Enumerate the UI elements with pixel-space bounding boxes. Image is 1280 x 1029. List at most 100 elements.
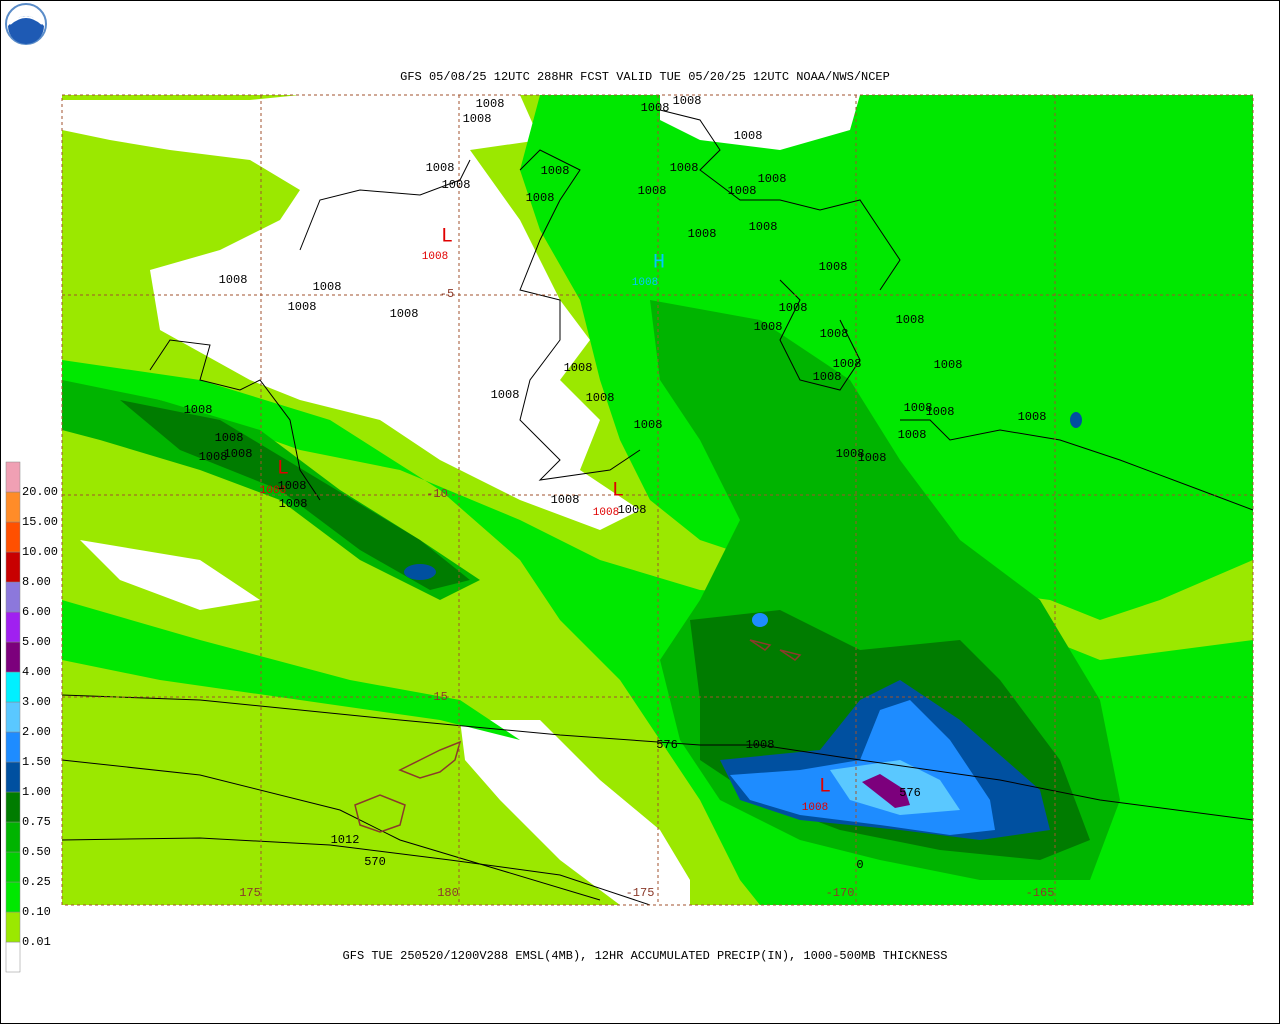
legend-swatch	[5, 551, 21, 583]
contour-label: 1008	[476, 97, 505, 111]
contour-label: 1008	[634, 418, 663, 432]
noaa-logo	[5, 3, 47, 45]
contour-label: 1008	[896, 313, 925, 327]
contour-label: 0	[856, 858, 863, 872]
isobars	[61, 109, 1254, 906]
contour-label: 1008	[313, 280, 342, 294]
legend-swatch	[5, 881, 21, 913]
legend-label: 0.50	[22, 845, 51, 859]
legend-label: 5.00	[22, 635, 51, 649]
contour-label: 1008	[754, 320, 783, 334]
lat-label: -15	[426, 690, 448, 704]
legend-label: 15.00	[22, 515, 58, 529]
center-symbol: L	[612, 479, 624, 502]
center-symbol: L	[441, 225, 453, 248]
map-caption: GFS TUE 250520/1200V288 EMSL(4MB), 12HR …	[343, 949, 948, 963]
contour-label: 1008	[688, 227, 717, 241]
contour-label: 1008	[184, 403, 213, 417]
lon-label: 180	[437, 886, 459, 900]
legend-swatch	[5, 821, 21, 853]
contour-label: 1008	[734, 129, 763, 143]
contour-label: 1008	[463, 112, 492, 126]
contour-label: 1008	[813, 370, 842, 384]
legend-swatch	[5, 911, 21, 943]
center-symbol: H	[653, 251, 665, 274]
legend-label: 1.00	[22, 785, 51, 799]
contour-label: 1008	[426, 161, 455, 175]
coastlines	[354, 639, 802, 833]
legend-swatch	[5, 851, 21, 883]
legend-label: 4.00	[22, 665, 51, 679]
legend-label: 0.10	[22, 905, 51, 919]
center-value: 1008	[260, 485, 286, 497]
contour-label: 576	[656, 738, 678, 752]
contour-label: 1008	[746, 738, 775, 752]
contour-label: 1008	[442, 178, 471, 192]
contour-label: 1008	[288, 300, 317, 314]
contour-label: 1008	[749, 220, 778, 234]
legend-swatch	[5, 671, 21, 703]
contour-label: 1008	[279, 497, 308, 511]
legend-label: 8.00	[22, 575, 51, 589]
contour-label: 1008	[1018, 410, 1047, 424]
contour-label: 1008	[564, 361, 593, 375]
contour-label: 1008	[858, 451, 887, 465]
contour-label: 1008	[215, 431, 244, 445]
contour-label: 1012	[331, 833, 360, 847]
legend-label: 1.50	[22, 755, 51, 769]
legend-label: 3.00	[22, 695, 51, 709]
legend-swatch	[5, 581, 21, 613]
lon-label: -170	[826, 886, 855, 900]
center-value: 1008	[802, 802, 828, 814]
contour-label: 1008	[199, 450, 228, 464]
center-value: 1008	[593, 507, 619, 519]
contour-label: 576	[899, 786, 921, 800]
contour-label: 1008	[390, 307, 419, 321]
lon-label: 175	[239, 886, 261, 900]
legend-swatch	[5, 521, 21, 553]
lon-label: -175	[626, 886, 655, 900]
lat-lon-grid	[61, 94, 1254, 906]
contour-label: 1008	[219, 273, 248, 287]
contour-label: 1008	[926, 405, 955, 419]
contour-label: 1008	[728, 184, 757, 198]
legend-swatch	[5, 611, 21, 643]
legend-label: 2.00	[22, 725, 51, 739]
contour-label: 1008	[638, 184, 667, 198]
legend-label: 0.75	[22, 815, 51, 829]
center-symbol: L	[277, 457, 289, 480]
contour-label: 1008	[833, 357, 862, 371]
contour-label: 1008	[820, 327, 849, 341]
center-value: 1008	[422, 251, 448, 263]
precip-legend: 0.01 0.10 0.25 0.50 0.75 1.00 1.50 2.00 3.00 4.00…	[5, 461, 58, 973]
lat-label: -10	[426, 487, 448, 501]
contour-label: 1008	[551, 493, 580, 507]
legend-swatch	[5, 491, 21, 523]
map-labels: 175 180 -175 -170 -165 -5 -10 -15 L 1008 H 1008 L 100…	[184, 94, 1055, 900]
map-title: GFS 05/08/25 12UTC 288HR FCST VALID TUE …	[400, 70, 890, 84]
contour-label: 1008	[670, 161, 699, 175]
contour-label: 1008	[779, 301, 808, 315]
legend-label: 0.01	[22, 935, 51, 949]
legend-label: 0.25	[22, 875, 51, 889]
legend-label: 20.00	[22, 485, 58, 499]
contour-label: 1008	[673, 94, 702, 108]
contour-label: 1008	[278, 479, 307, 493]
center-symbol: L	[819, 775, 831, 798]
contour-label: 1008	[541, 164, 570, 178]
legend-swatch	[5, 731, 21, 763]
contour-label: 1008	[618, 503, 647, 517]
legend-label: 10.00	[22, 545, 58, 559]
center-value: 1008	[632, 277, 658, 289]
contour-label: 1008	[836, 447, 865, 461]
contour-label: 1008	[819, 260, 848, 274]
legend-swatch	[5, 641, 21, 673]
legend-swatch	[5, 941, 21, 973]
legend-swatch	[5, 701, 21, 733]
contour-label: 1008	[641, 101, 670, 115]
legend-label: 6.00	[22, 605, 51, 619]
contour-label: 1008	[224, 447, 253, 461]
contour-label: 1008	[491, 388, 520, 402]
